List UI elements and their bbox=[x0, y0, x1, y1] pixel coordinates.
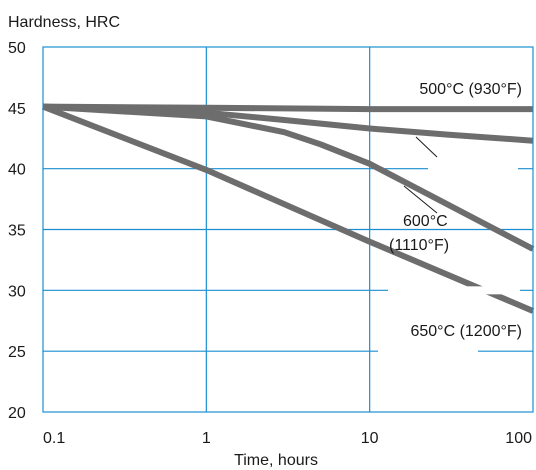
x-tick-label: 0.1 bbox=[43, 430, 65, 447]
label-mask bbox=[388, 286, 520, 295]
x-axis-title: Time, hours bbox=[234, 452, 318, 469]
y-tick-labels: 20 25 30 35 40 45 50 bbox=[8, 40, 26, 422]
y-tick-label: 50 bbox=[8, 40, 26, 57]
series-line-2 bbox=[42, 103, 535, 252]
series-lines bbox=[41, 103, 535, 314]
series-label: 600°C bbox=[403, 213, 448, 230]
x-tick-label: 1 bbox=[202, 430, 211, 447]
x-tick-labels: 0.1 1 10 100 bbox=[43, 430, 532, 447]
leader-lines bbox=[378, 136, 520, 356]
label-mask bbox=[378, 347, 478, 356]
y-tick-label: 40 bbox=[8, 162, 26, 179]
y-tick-label: 35 bbox=[8, 223, 26, 240]
series-line-3 bbox=[41, 103, 535, 314]
series-label: 650°C (1200°F) bbox=[410, 323, 522, 340]
series-label: (1110°F) bbox=[389, 237, 449, 254]
plot-frame bbox=[42, 46, 534, 413]
x-tick-label: 100 bbox=[505, 430, 532, 447]
y-tick-label: 25 bbox=[8, 344, 26, 361]
leader-line bbox=[403, 185, 438, 214]
y-tick-label: 30 bbox=[8, 283, 26, 300]
y-tick-label: 45 bbox=[8, 101, 26, 118]
grid bbox=[43, 47, 533, 412]
x-tick-label: 10 bbox=[361, 430, 379, 447]
series-line-1 bbox=[42, 103, 534, 144]
label-mask bbox=[428, 164, 518, 173]
series-labels: 500°C (930°F) 600°C (1110°F) 650°C (1200°F) bbox=[389, 81, 522, 340]
series-label: 500°C (930°F) bbox=[419, 81, 522, 98]
y-tick-label: 20 bbox=[8, 405, 26, 422]
y-axis-title: Hardness, HRC bbox=[8, 14, 120, 31]
leader-line bbox=[415, 136, 438, 158]
